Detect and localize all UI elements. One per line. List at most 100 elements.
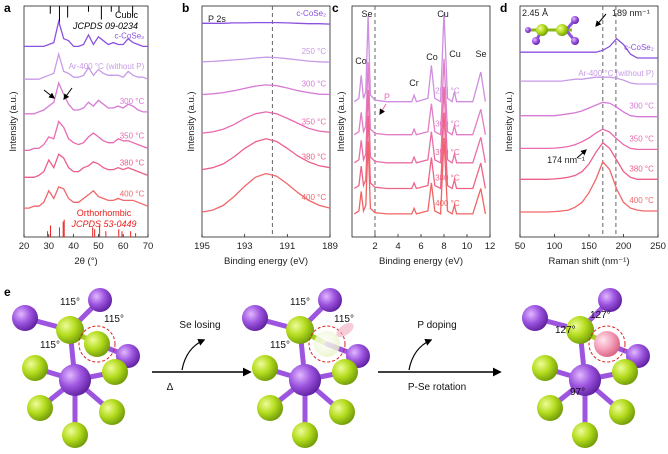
x-tick-label: 60 xyxy=(118,241,129,252)
x-tick-label: 250 xyxy=(650,241,666,252)
x-tick-label: 193 xyxy=(237,241,253,252)
atom xyxy=(598,288,622,312)
panel-label: c xyxy=(332,1,339,15)
series-label: 350 °C xyxy=(302,117,327,126)
series-label: 250 °C xyxy=(302,47,327,56)
annotation: Se xyxy=(475,49,486,59)
atom xyxy=(572,422,598,448)
bond-angle: 127° xyxy=(590,310,611,321)
atom xyxy=(242,305,268,331)
arrow xyxy=(576,149,587,159)
atom xyxy=(252,355,278,381)
atom xyxy=(27,395,53,421)
series-label: 400 °C xyxy=(120,189,145,198)
atom xyxy=(525,27,531,33)
atom xyxy=(537,395,563,421)
x-tick-label: 50 xyxy=(515,241,526,252)
atom xyxy=(292,422,318,448)
atom xyxy=(522,305,548,331)
x-axis-label: Binding energy (eV) xyxy=(224,256,308,267)
spectrum-line xyxy=(201,138,331,171)
annotation: Co xyxy=(355,56,367,66)
annotation: Se xyxy=(361,9,372,19)
atom xyxy=(566,316,594,344)
series-label: 350 °C xyxy=(435,148,460,157)
series-label: 300 °C xyxy=(435,120,460,129)
atom xyxy=(318,288,342,312)
y-axis-label: Intensity (a.u.) xyxy=(336,91,347,151)
plot-frame xyxy=(351,5,491,238)
spectrum-line xyxy=(353,137,487,215)
atom xyxy=(56,316,84,344)
bond-angle: 115° xyxy=(60,297,80,308)
atom xyxy=(88,288,112,312)
annotation: P 2s xyxy=(208,14,226,24)
atom xyxy=(289,364,321,396)
x-tick-label: 195 xyxy=(194,241,210,252)
spectrum-line xyxy=(520,101,658,118)
series-label: 350 °C xyxy=(120,132,145,141)
spectrum-line xyxy=(353,86,487,164)
annotation: 2.45 Å xyxy=(522,8,548,18)
x-tick-label: 30 xyxy=(44,241,55,252)
x-tick-label: 200 xyxy=(616,241,632,252)
spectrum-line xyxy=(24,153,149,178)
panel-label: d xyxy=(500,1,507,15)
x-tick-label: 70 xyxy=(143,241,154,252)
annotation: 174 nm⁻¹ xyxy=(547,155,585,165)
series-label: c-CoSe₂ xyxy=(296,9,326,18)
spectrum-line xyxy=(520,37,658,59)
atom xyxy=(257,395,283,421)
series-label: 380 °C xyxy=(302,153,327,162)
series-label: 300 °C xyxy=(302,80,327,89)
highlight-ring xyxy=(588,325,626,363)
spectrum-line xyxy=(24,51,149,80)
bond-angle: 97° xyxy=(570,387,585,398)
step-condition: Δ xyxy=(167,382,174,393)
series-label: 400 °C xyxy=(629,196,654,205)
bond-angle: 115° xyxy=(270,340,290,351)
x-tick-label: 6 xyxy=(418,241,423,252)
series-label: c-CoSe₂ xyxy=(624,43,654,52)
bond-angle: 127° xyxy=(555,325,576,336)
arrow xyxy=(379,103,387,116)
y-axis-label: Intensity (a.u.) xyxy=(186,91,197,151)
spectrum-line xyxy=(24,186,149,209)
annotation: Cr xyxy=(409,78,419,88)
plot-frame xyxy=(23,5,149,238)
series-label: 380 °C xyxy=(629,164,654,173)
atom xyxy=(84,331,110,357)
x-tick-label: 191 xyxy=(279,241,295,252)
step-label: Se losing xyxy=(179,320,220,331)
x-tick-label: 189 xyxy=(322,241,338,252)
atom xyxy=(612,359,638,385)
step-condition: P-Se rotation xyxy=(408,382,466,393)
spectrum-line xyxy=(353,58,487,136)
x-tick-label: 8 xyxy=(441,241,446,252)
atom xyxy=(286,316,314,344)
curved-arrow xyxy=(181,339,206,371)
x-tick-label: 150 xyxy=(581,241,597,252)
arrow xyxy=(595,13,607,27)
atom xyxy=(102,359,128,385)
series-label: 380 °C xyxy=(120,158,145,167)
x-tick-label: 20 xyxy=(19,241,30,252)
atom xyxy=(556,24,568,36)
atom xyxy=(569,364,601,396)
series-label: 300 °C xyxy=(629,102,654,111)
x-tick-label: 2 xyxy=(372,241,377,252)
spectrum-line xyxy=(201,56,331,63)
y-axis-label: Intensity (a.u.) xyxy=(504,91,515,151)
atom xyxy=(99,399,125,425)
leaving-trail xyxy=(336,322,354,338)
panel-label: a xyxy=(4,1,11,15)
plot-frame xyxy=(201,5,331,238)
spectrum-line xyxy=(201,84,331,96)
reference-name: Orthorhombic xyxy=(77,208,132,218)
x-tick-label: 4 xyxy=(395,241,400,252)
highlight-ring xyxy=(78,325,116,363)
annotation: 189 nm⁻¹ xyxy=(612,8,650,18)
arrow xyxy=(43,89,55,99)
bond-angle: 115° xyxy=(104,314,124,325)
series-label: 300 °C xyxy=(120,97,145,106)
